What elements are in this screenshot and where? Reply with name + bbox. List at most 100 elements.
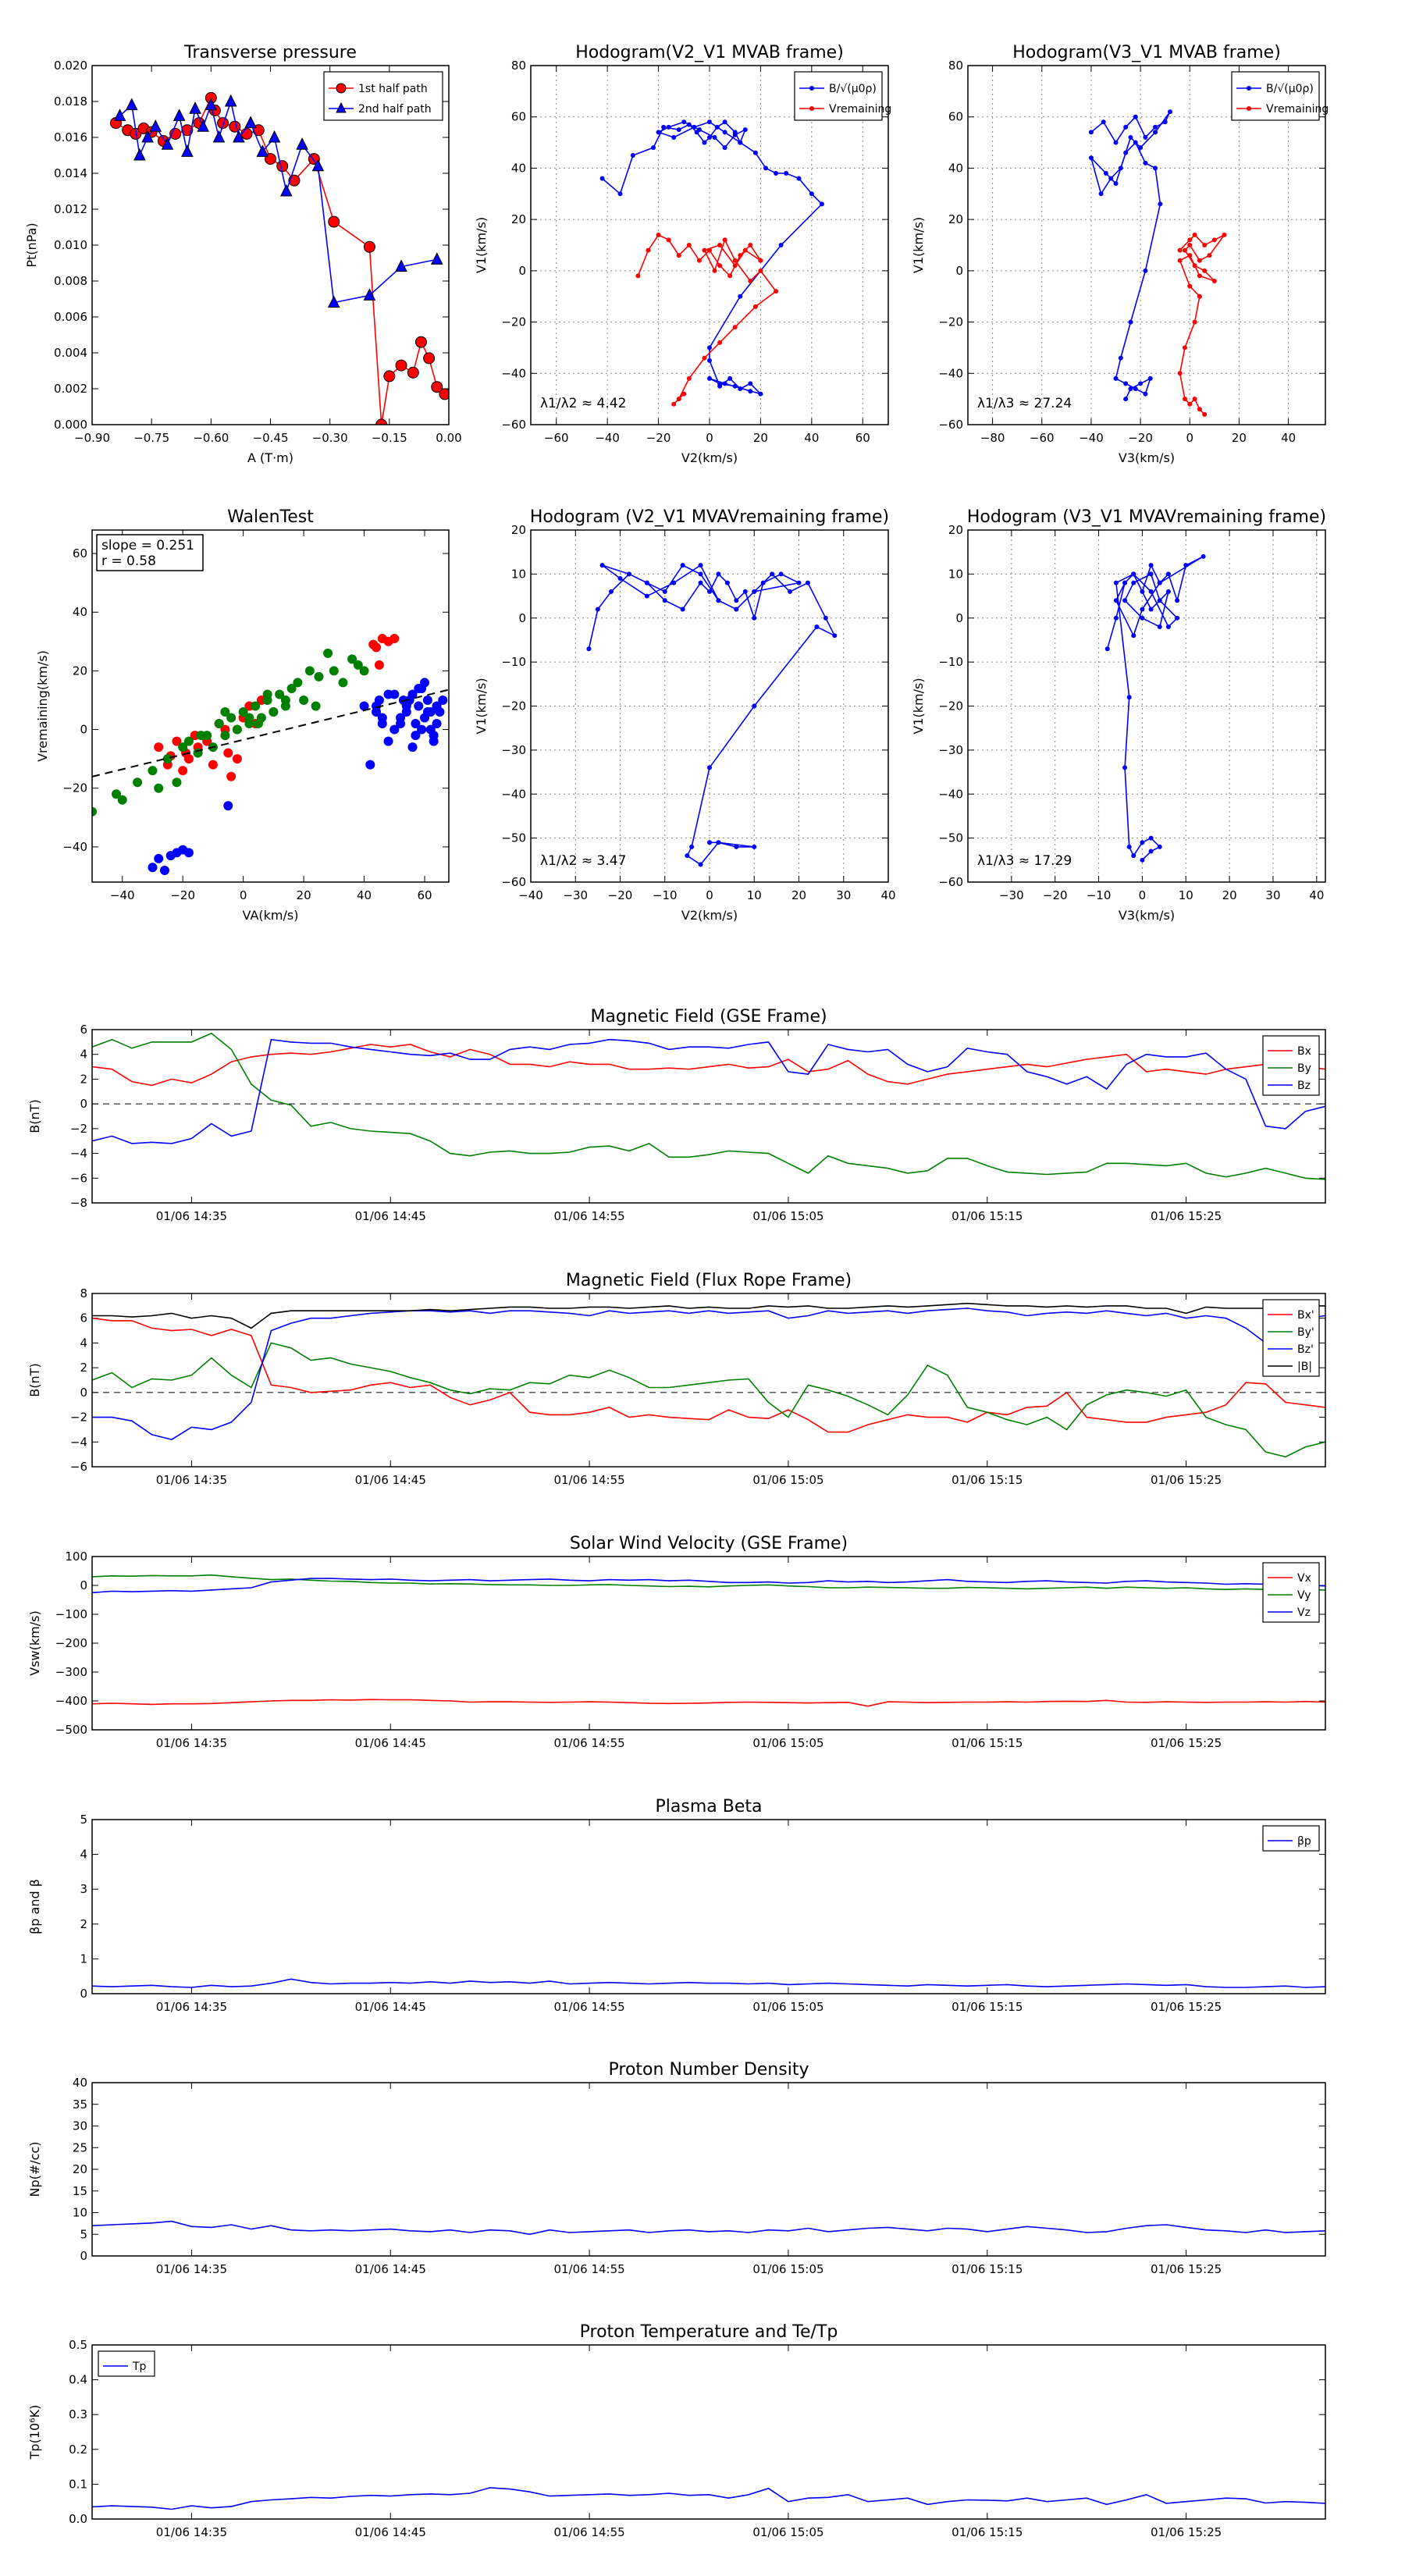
data-point xyxy=(414,701,424,711)
data-point xyxy=(328,215,340,228)
data-point xyxy=(1123,150,1129,155)
data-point xyxy=(1157,624,1162,630)
y-tick-label: 3 xyxy=(80,1882,87,1896)
data-point xyxy=(383,370,396,382)
y-tick-label: 2 xyxy=(80,1361,87,1375)
data-point xyxy=(223,748,233,758)
data-point xyxy=(626,571,631,577)
data-point xyxy=(1128,386,1133,391)
data-point xyxy=(1202,243,1208,247)
data-point xyxy=(417,724,427,735)
stats-line: r = 0.58 xyxy=(101,553,156,569)
data-point xyxy=(1140,857,1145,863)
x-tick-label: −20 xyxy=(1043,888,1068,902)
y-tick-label: 0.020 xyxy=(54,59,87,73)
data-point xyxy=(676,253,681,258)
data-point xyxy=(1143,268,1148,273)
data-point xyxy=(770,571,775,577)
data-point xyxy=(359,666,369,676)
data-point xyxy=(1113,181,1119,187)
data-point xyxy=(724,580,730,585)
x-tick-label: 0 xyxy=(706,431,713,445)
data-point xyxy=(244,713,254,723)
data-point xyxy=(1128,135,1133,140)
y-tick-label: 80 xyxy=(511,59,526,73)
x-tick-label: −10 xyxy=(653,888,678,902)
y-tick-label: 60 xyxy=(511,110,526,124)
y-tick-label: 40 xyxy=(948,161,963,175)
data-point xyxy=(680,563,685,568)
x-tick-label: 0 xyxy=(240,888,247,902)
data-point xyxy=(1122,598,1128,603)
y-tick-label: 25 xyxy=(73,2140,87,2154)
y-tick-label: 0.1 xyxy=(69,2477,87,2491)
y-tick-label: −40 xyxy=(62,840,87,854)
plot-area xyxy=(92,1978,1325,1988)
data-point xyxy=(717,381,723,386)
data-point xyxy=(396,713,406,723)
x-tick-label: 01/06 15:25 xyxy=(1151,1473,1222,1487)
data-point xyxy=(311,701,321,711)
panel-tpm: 01/06 14:35 01/06 14:45 01/06 14:55 01/06 1… xyxy=(27,2322,1326,2539)
series-vz-line xyxy=(92,1578,1325,1594)
y-tick-label: 0 xyxy=(955,611,963,625)
x-tick-label: 01/06 15:25 xyxy=(1151,2525,1222,2539)
y-tick-label: 60 xyxy=(73,546,87,560)
data-point xyxy=(738,386,743,391)
x-tick-label: 01/06 15:05 xyxy=(752,1473,823,1487)
data-point xyxy=(92,806,97,817)
data-point xyxy=(656,130,661,135)
data-point xyxy=(686,243,692,247)
y-tick-label: 0.5 xyxy=(69,2338,87,2352)
data-point xyxy=(1122,765,1128,770)
axes-frame xyxy=(967,529,1326,883)
data-point xyxy=(1118,355,1123,361)
data-point xyxy=(1202,268,1208,273)
legend-label: B/√(μ0ρ) xyxy=(1266,83,1314,95)
plot-area xyxy=(586,563,838,867)
y-tick-label: 0 xyxy=(80,1097,87,1111)
data-point xyxy=(758,258,763,263)
data-point xyxy=(586,646,592,652)
data-point xyxy=(232,754,242,764)
legend-marker xyxy=(336,83,347,94)
y-tick-label: 0 xyxy=(80,2249,87,2263)
data-point xyxy=(439,388,449,400)
data-point xyxy=(1187,283,1193,289)
legend-label: Bx xyxy=(1297,1045,1311,1058)
y-tick-label: 0.018 xyxy=(54,94,87,109)
plot-area xyxy=(92,2487,1325,2510)
fit-line xyxy=(92,688,449,777)
y-tick-label: 0 xyxy=(80,723,87,737)
data-point xyxy=(784,171,789,176)
y-tick-label: 0.002 xyxy=(54,382,87,396)
data-point xyxy=(752,150,758,155)
data-point xyxy=(432,719,442,729)
data-point xyxy=(299,695,309,705)
data-point xyxy=(359,701,369,711)
y-tick-label: 60 xyxy=(948,110,963,124)
data-point xyxy=(1140,840,1145,845)
y-tick-label: 35 xyxy=(73,2097,87,2112)
data-point xyxy=(666,237,671,243)
y-tick-label: 10 xyxy=(948,567,963,581)
x-tick-label: 30 xyxy=(1265,888,1280,902)
x-tick-label: 01/06 15:15 xyxy=(951,1473,1023,1487)
y-tick-label: 30 xyxy=(73,2119,87,2133)
y-tick-label: 6 xyxy=(80,1311,87,1325)
data-point xyxy=(698,580,703,585)
x-tick-label: 01/06 14:35 xyxy=(156,2262,227,2276)
chart-title: Hodogram (V3_V1 MVAVremaining frame) xyxy=(967,507,1326,527)
series-bz--line xyxy=(92,1308,1325,1440)
series-bx--line xyxy=(92,1317,1325,1433)
data-point xyxy=(374,695,384,705)
data-point xyxy=(748,389,753,394)
y-tick-label: 100 xyxy=(65,1550,87,1564)
data-point xyxy=(1131,633,1136,639)
data-point xyxy=(732,263,738,269)
panel-vsw: 01/06 14:35 01/06 14:45 01/06 14:55 01/06 1… xyxy=(27,1534,1326,1750)
x-axis-label: VA(km/s) xyxy=(243,908,299,923)
legend: 1st half path 2nd half path xyxy=(323,71,443,121)
data-point xyxy=(661,124,667,130)
legend-box xyxy=(1262,1299,1320,1377)
